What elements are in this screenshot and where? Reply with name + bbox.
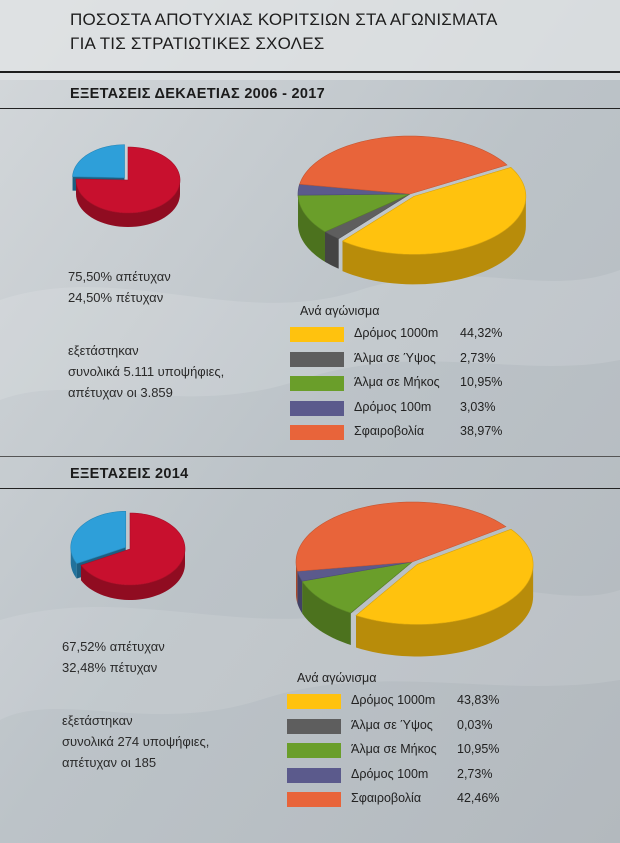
2014-failed-text: 67,52% απέτυχαν <box>62 639 165 654</box>
y2014-event-slice-0 <box>355 528 534 625</box>
y2014-legend-label-0: Δρόμος 1000m <box>351 693 436 707</box>
y2014-legend-row-0: Δρόμος 1000m 43,83% <box>287 691 547 711</box>
decade-event-wall-1 <box>324 231 339 269</box>
decade-event-slice-4 <box>299 135 508 195</box>
y2014-legend-label-4: Σφαιροβολία <box>351 791 422 805</box>
y2014-overall-wall-0 <box>80 549 185 600</box>
decade-overall-wall-0 <box>76 180 180 227</box>
decade-examined-line1: εξετάστηκαν <box>68 343 139 358</box>
y2014-event-slice-2 <box>301 561 414 614</box>
title-line-1: ΠΟΣΟΣΤΑ ΑΠΟΤΥΧΙΑΣ ΚΟΡΙΤΣΙΩΝ ΣΤΑ ΑΓΩΝΙΣΜΑ… <box>70 10 498 29</box>
y2014-legend-swatch-0 <box>287 694 341 709</box>
decade-legend-value-4: 38,97% <box>460 424 503 438</box>
pie-chart-decade-overall <box>72 144 181 227</box>
decade-event-slice-3 <box>297 183 411 196</box>
2014-examined-line3: απέτυχαν οι 185 <box>62 755 157 770</box>
y2014-legend-value-1: 0,03% <box>457 717 493 732</box>
legend-title: Ανά αγώνισμα <box>297 671 377 685</box>
decade-legend-label-1: Άλμα σε Ύψος <box>354 350 436 365</box>
decade-legend-value-0: 44,32% <box>460 326 503 340</box>
2014-examined-line1: εξετάστηκαν <box>62 713 133 728</box>
title-line-2: ΓΙΑ ΤΙΣ ΣΤΡΑΤΙΩΤΙΚΕΣ ΣΧΟΛΕΣ <box>70 34 325 53</box>
decade-legend-label-0: Δρόμος 1000m <box>354 326 439 340</box>
decade-overall-slice-0 <box>75 146 181 214</box>
legend-title: Ανά αγώνισμα <box>300 304 380 318</box>
2014-results: 67,52% απέτυχαν 32,48% πέτυχαν <box>62 636 165 678</box>
decade-legend-swatch-4 <box>290 425 344 440</box>
decade-legend-label-4: Σφαιροβολία <box>354 424 425 438</box>
legend-2014: Ανά αγώνισμα Δρόμος 1000m 43,83% Άλμα σε Ύ… <box>287 671 567 821</box>
y2014-event-slice-3 <box>296 561 413 582</box>
decade-legend-value-1: 2,73% <box>460 350 496 365</box>
y2014-overall-wall-1 <box>70 547 77 579</box>
decade-legend-value-3: 3,03% <box>460 399 496 414</box>
decade-legend-row-3: Δρόμος 100m 3,03% <box>290 398 550 418</box>
decade-legend-row-0: Δρόμος 1000m 44,32% <box>290 324 550 344</box>
section-heading-decade: ΕΞΕΤΑΣΕΙΣ ΔΕΚΑΕΤΙΑΣ 2006 - 2017 <box>70 86 326 102</box>
y2014-legend-value-0: 43,83% <box>457 693 500 707</box>
decade-legend-swatch-3 <box>290 400 344 416</box>
legend-decade: Ανά αγώνισμα Δρόμος 1000m 44,32% Άλμα σε Ύ… <box>290 304 570 454</box>
section-separator <box>0 456 620 457</box>
y2014-legend-value-4: 42,46% <box>457 791 500 805</box>
decade-legend-swatch-0 <box>290 327 344 342</box>
decade-legend-swatch-2 <box>290 376 344 391</box>
title-divider <box>0 71 620 73</box>
y2014-legend-label-3: Δρόμος 100m <box>351 766 429 781</box>
y2014-event-wall-4 <box>296 562 298 604</box>
y2014-legend-row-1: Άλμα σε Ύψος 0,03% <box>287 716 547 736</box>
decade-legend-row-2: Άλμα σε Μήκος 10,95% <box>290 373 550 393</box>
y2014-legend-value-3: 2,73% <box>457 766 493 781</box>
decade-event-wall-2 <box>298 195 325 262</box>
y2014-legend-row-4: Σφαιροβολία 42,46% <box>287 789 547 809</box>
decade-overall-slice-1 <box>72 144 125 179</box>
y2014-legend-swatch-4 <box>287 792 341 807</box>
pie-chart-2014-overall <box>70 510 186 600</box>
y2014-legend-swatch-2 <box>287 743 341 758</box>
2014-examined-line2: συνολικά 274 υποψήφιες, <box>62 734 210 749</box>
y2014-legend-label-2: Άλμα σε Μήκος <box>351 742 437 756</box>
y2014-event-wall-3 <box>297 571 303 614</box>
decade-legend-label-2: Άλμα σε Μήκος <box>354 375 440 389</box>
y2014-event-wall-2 <box>302 581 351 645</box>
decade-legend-swatch-1 <box>290 351 344 367</box>
y2014-legend-swatch-3 <box>287 767 341 783</box>
pie-chart-2014-by-event <box>295 501 534 657</box>
decade-legend-row-1: Άλμα σε Ύψος 2,73% <box>290 349 550 369</box>
y2014-event-slice-4 <box>295 501 507 572</box>
decade-results: 75,50% απέτυχαν 24,50% πέτυχαν <box>68 266 171 308</box>
pie-chart-decade-by-event <box>297 135 527 285</box>
y2014-legend-row-3: Δρόμος 100m 2,73% <box>287 765 547 785</box>
decade-event-wall-0 <box>342 196 526 285</box>
decade-legend-row-4: Σφαιροβολία 38,97% <box>290 422 550 442</box>
decade-legend-value-2: 10,95% <box>460 375 503 389</box>
decade-examined-line2: συνολικά 5.111 υποψήφιες, <box>68 364 225 379</box>
2014-passed-text: 32,48% πέτυχαν <box>62 660 158 675</box>
y2014-legend-row-2: Άλμα σε Μήκος 10,95% <box>287 740 547 760</box>
decade-passed-text: 24,50% πέτυχαν <box>68 290 164 305</box>
page-title: ΠΟΣΟΣΤΑ ΑΠΟΤΥΧΙΑΣ ΚΟΡΙΤΣΙΩΝ ΣΤΑ ΑΓΩΝΙΣΜΑ… <box>70 8 590 56</box>
decade-event-slice-0 <box>341 167 527 255</box>
y2014-legend-swatch-1 <box>287 718 341 734</box>
y2014-event-wall-0 <box>356 564 534 657</box>
2014-examined: εξετάστηκαν συνολικά 274 υποψήφιες, απέτ… <box>62 710 209 773</box>
y2014-legend-label-1: Άλμα σε Ύψος <box>351 717 433 732</box>
decade-failed-text: 75,50% απέτυχαν <box>68 269 171 284</box>
decade-examined-line3: απέτυχαν οι 3.859 <box>68 385 173 400</box>
decade-examined: εξετάστηκαν συνολικά 5.111 υποψήφιες, απ… <box>68 340 224 403</box>
y2014-overall-slice-0 <box>80 512 186 586</box>
y2014-legend-value-2: 10,95% <box>457 742 500 756</box>
section-heading-2014: ΕΞΕΤΑΣΕΙΣ 2014 <box>70 466 189 482</box>
section-divider-decade <box>0 108 620 109</box>
y2014-overall-slice-1 <box>70 510 127 564</box>
decade-event-slice-2 <box>297 193 411 233</box>
decade-event-slice-1 <box>324 193 411 240</box>
decade-legend-label-3: Δρόμος 100m <box>354 399 432 414</box>
section-divider-2014 <box>0 488 620 489</box>
